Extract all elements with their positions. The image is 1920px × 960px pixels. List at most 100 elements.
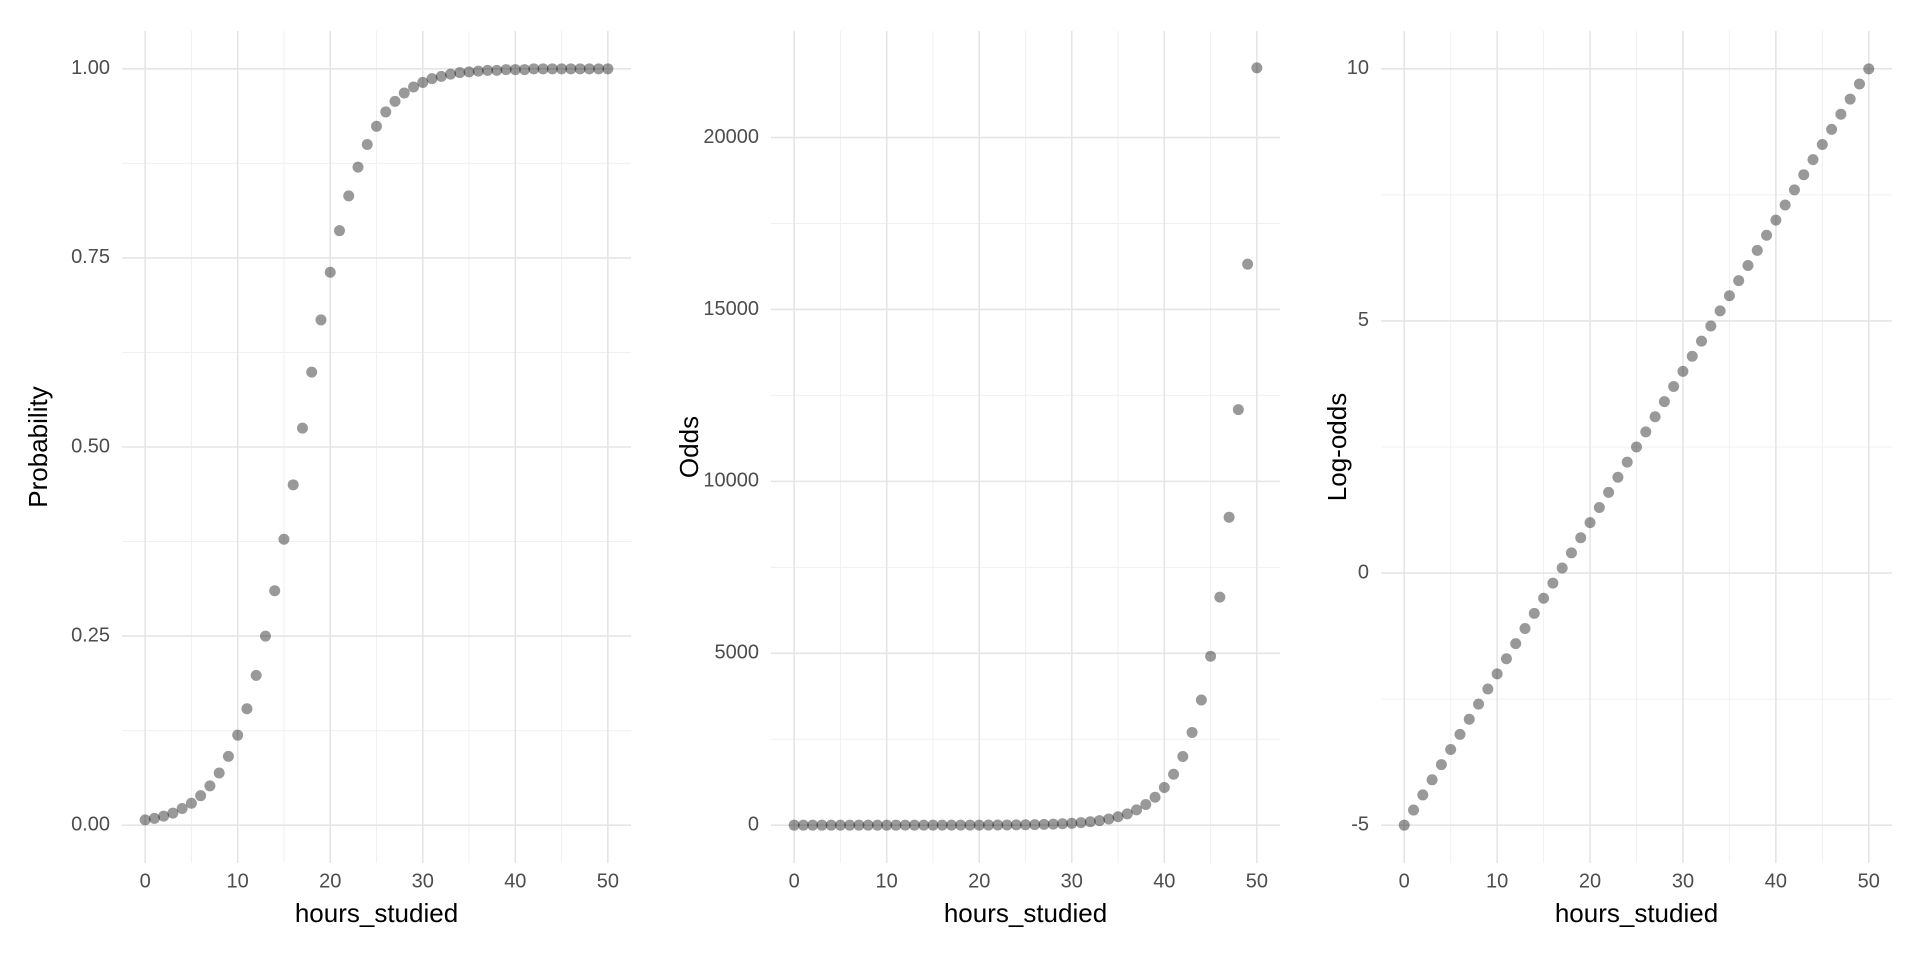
point [556,63,568,75]
point [482,64,494,76]
y-tick-label: 0 [748,813,759,835]
point [890,819,902,831]
point [583,63,595,75]
point [417,76,429,88]
point [500,64,512,76]
point [1426,774,1438,786]
point [807,819,819,831]
point [361,138,373,150]
point [1621,456,1633,468]
y-tick-label: 10000 [703,470,759,492]
point [1826,123,1838,135]
point [593,63,605,75]
point [1751,244,1763,256]
point [853,819,865,831]
point [1463,713,1475,725]
point [380,106,392,118]
point [862,819,874,831]
point [945,819,957,831]
point [445,68,457,80]
point [1761,229,1773,241]
x-tick-label: 10 [876,870,898,892]
y-tick-label: 20000 [703,126,759,148]
point [408,81,420,93]
x-tick-label: 0 [140,870,151,892]
point [797,819,809,831]
point [1084,816,1096,828]
point [844,819,856,831]
point [454,67,466,79]
point [1668,380,1680,392]
point [1658,396,1670,408]
point [1131,804,1143,816]
point [881,819,893,831]
point [278,533,290,545]
point [148,812,160,824]
point [519,64,531,76]
point [1510,638,1522,650]
point [371,120,382,132]
x-tick-label: 30 [1672,870,1694,892]
point [333,225,345,237]
point [1205,650,1217,662]
point [1547,577,1559,589]
y-tick-label: 0 [1358,561,1369,583]
point [1149,791,1161,803]
x-tick-label: 50 [1246,870,1268,892]
point [1853,78,1865,90]
point [1020,819,1031,831]
point [1538,592,1550,604]
point [1177,750,1189,762]
x-tick-label: 20 [968,870,990,892]
point [241,703,253,715]
point [1103,813,1115,825]
point [306,366,318,378]
point [352,161,364,173]
point [1038,818,1050,830]
y-tick-label: 15000 [703,298,759,320]
y-tick-label: 5 [1358,309,1369,331]
point [1242,258,1254,270]
point [537,63,549,75]
point [1075,817,1087,829]
x-axis-title: hours_studied [295,898,458,928]
point [1677,365,1689,377]
point [324,266,336,278]
point [1186,726,1198,738]
point [287,479,299,491]
point [1029,819,1041,831]
point [1251,62,1263,74]
point [955,819,967,831]
x-tick-label: 10 [227,870,249,892]
point [389,95,401,107]
point [1565,547,1577,559]
point [1696,335,1708,347]
x-tick-label: 50 [597,870,619,892]
point [1121,808,1133,820]
y-axis-title: Log-odds [1322,393,1352,501]
y-tick-label: 0.50 [71,435,110,457]
point [213,767,225,779]
point [167,807,179,819]
point [1807,154,1819,166]
point [1584,517,1596,529]
point [1835,108,1847,120]
point [398,87,410,99]
point [574,63,586,75]
point [1491,668,1503,680]
point [918,819,930,831]
point [1112,811,1124,823]
point [964,819,976,831]
point [1408,804,1420,816]
point [1482,683,1494,695]
point [1686,350,1698,362]
point [509,64,521,76]
point [1816,138,1828,150]
point [1593,502,1605,514]
point [1435,759,1447,771]
point [1770,214,1782,226]
point [315,314,327,326]
point [343,190,355,202]
point [973,819,985,831]
